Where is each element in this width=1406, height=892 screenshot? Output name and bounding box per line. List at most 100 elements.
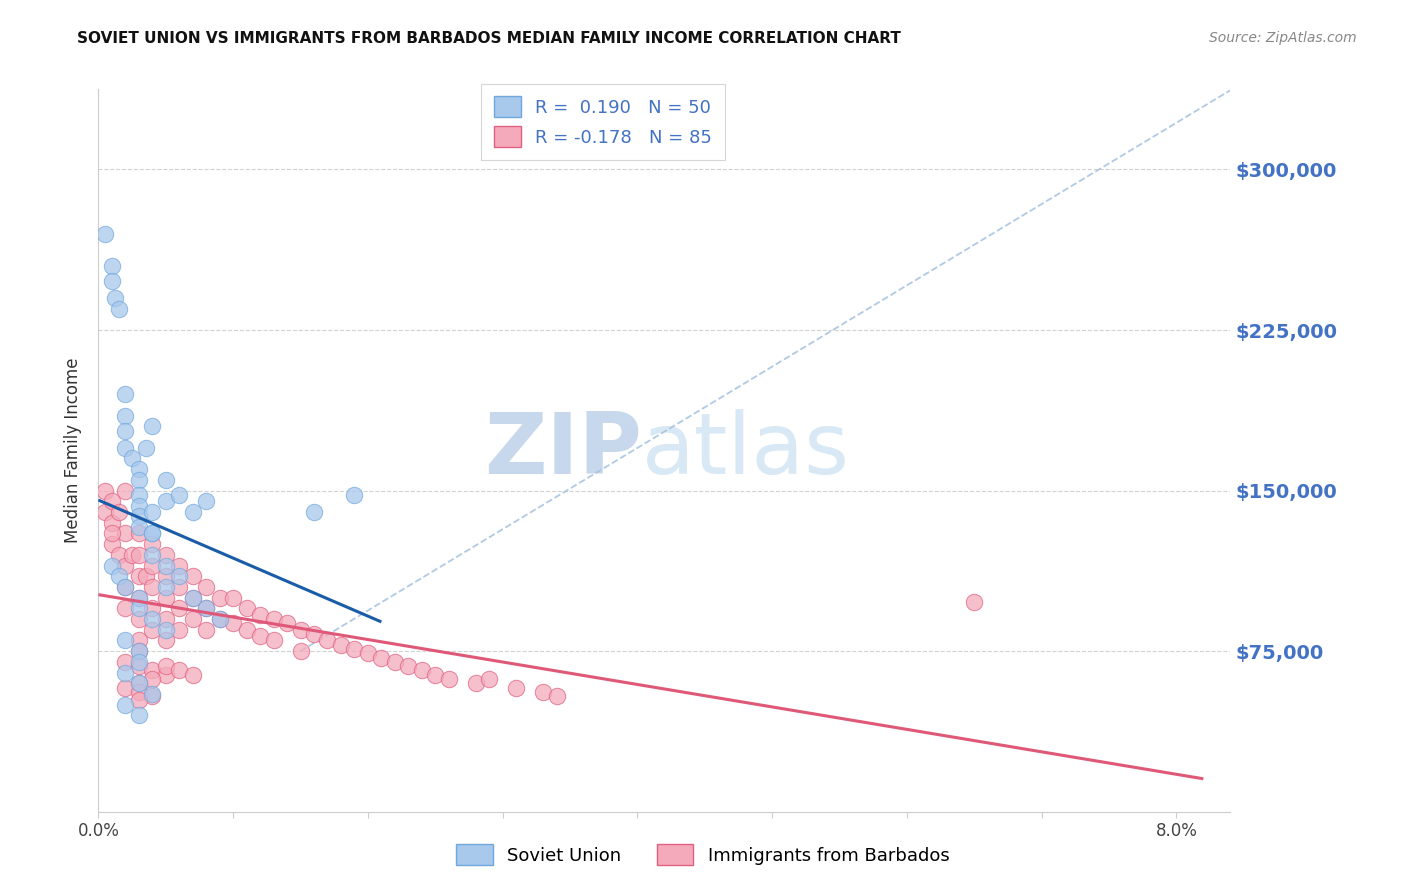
Point — [963, 595, 986, 609]
Point — [235, 623, 257, 637]
Point — [104, 291, 127, 305]
Text: Source: ZipAtlas.com: Source: ZipAtlas.com — [1209, 31, 1357, 45]
Point — [343, 642, 366, 657]
Point — [94, 483, 117, 498]
Point — [114, 698, 136, 712]
Point — [263, 633, 285, 648]
Point — [114, 580, 136, 594]
Point — [128, 591, 150, 605]
Point — [181, 591, 204, 605]
Point — [94, 227, 117, 241]
Point — [531, 685, 554, 699]
Point — [141, 526, 163, 541]
Point — [128, 676, 150, 690]
Point — [128, 644, 150, 658]
Point — [121, 451, 143, 466]
Point — [155, 558, 177, 573]
Point — [128, 655, 150, 669]
Point — [357, 646, 380, 660]
Point — [114, 580, 136, 594]
Point — [114, 665, 136, 680]
Point — [384, 655, 406, 669]
Point — [114, 441, 136, 455]
Point — [169, 488, 191, 502]
Point — [155, 569, 177, 583]
Point — [128, 676, 150, 690]
Point — [263, 612, 285, 626]
Point — [169, 623, 191, 637]
Point — [128, 685, 150, 699]
Point — [101, 494, 124, 508]
Point — [128, 473, 150, 487]
Point — [135, 441, 157, 455]
Point — [141, 548, 163, 562]
Point — [343, 488, 366, 502]
Point — [195, 601, 218, 615]
Point — [155, 580, 177, 594]
Point — [290, 644, 312, 658]
Point — [128, 526, 150, 541]
Point — [155, 659, 177, 673]
Point — [155, 612, 177, 626]
Point — [141, 623, 163, 637]
Legend: R =  0.190   N = 50, R = -0.178   N = 85: R = 0.190 N = 50, R = -0.178 N = 85 — [481, 84, 724, 160]
Point — [114, 633, 136, 648]
Point — [169, 601, 191, 615]
Point — [107, 548, 129, 562]
Point — [181, 591, 204, 605]
Point — [101, 274, 124, 288]
Point — [437, 672, 460, 686]
Text: ZIP: ZIP — [484, 409, 641, 492]
Point — [141, 537, 163, 551]
Point — [128, 601, 150, 615]
Point — [141, 689, 163, 703]
Point — [128, 591, 150, 605]
Point — [128, 462, 150, 476]
Point — [290, 623, 312, 637]
Point — [464, 676, 486, 690]
Point — [181, 612, 204, 626]
Point — [155, 548, 177, 562]
Point — [169, 664, 191, 678]
Point — [155, 494, 177, 508]
Point — [181, 667, 204, 681]
Point — [114, 681, 136, 695]
Point — [114, 483, 136, 498]
Point — [249, 607, 271, 622]
Point — [94, 505, 117, 519]
Point — [141, 612, 163, 626]
Point — [107, 301, 129, 316]
Point — [101, 516, 124, 530]
Text: SOVIET UNION VS IMMIGRANTS FROM BARBADOS MEDIAN FAMILY INCOME CORRELATION CHART: SOVIET UNION VS IMMIGRANTS FROM BARBADOS… — [77, 31, 901, 46]
Point — [546, 689, 568, 703]
Point — [235, 601, 257, 615]
Point — [114, 655, 136, 669]
Point — [141, 558, 163, 573]
Point — [114, 558, 136, 573]
Point — [155, 591, 177, 605]
Legend: Soviet Union, Immigrants from Barbados: Soviet Union, Immigrants from Barbados — [447, 835, 959, 874]
Point — [249, 629, 271, 643]
Point — [128, 644, 150, 658]
Point — [141, 580, 163, 594]
Point — [141, 419, 163, 434]
Point — [155, 667, 177, 681]
Point — [208, 612, 231, 626]
Point — [425, 667, 447, 681]
Point — [195, 580, 218, 594]
Point — [276, 616, 298, 631]
Point — [222, 591, 245, 605]
Y-axis label: Median Family Income: Median Family Income — [65, 358, 83, 543]
Point — [114, 409, 136, 423]
Point — [208, 612, 231, 626]
Point — [101, 259, 124, 273]
Point — [141, 672, 163, 686]
Point — [181, 569, 204, 583]
Point — [128, 499, 150, 513]
Point — [114, 387, 136, 401]
Point — [128, 612, 150, 626]
Point — [195, 494, 218, 508]
Point — [128, 520, 150, 534]
Point — [101, 537, 124, 551]
Point — [478, 672, 501, 686]
